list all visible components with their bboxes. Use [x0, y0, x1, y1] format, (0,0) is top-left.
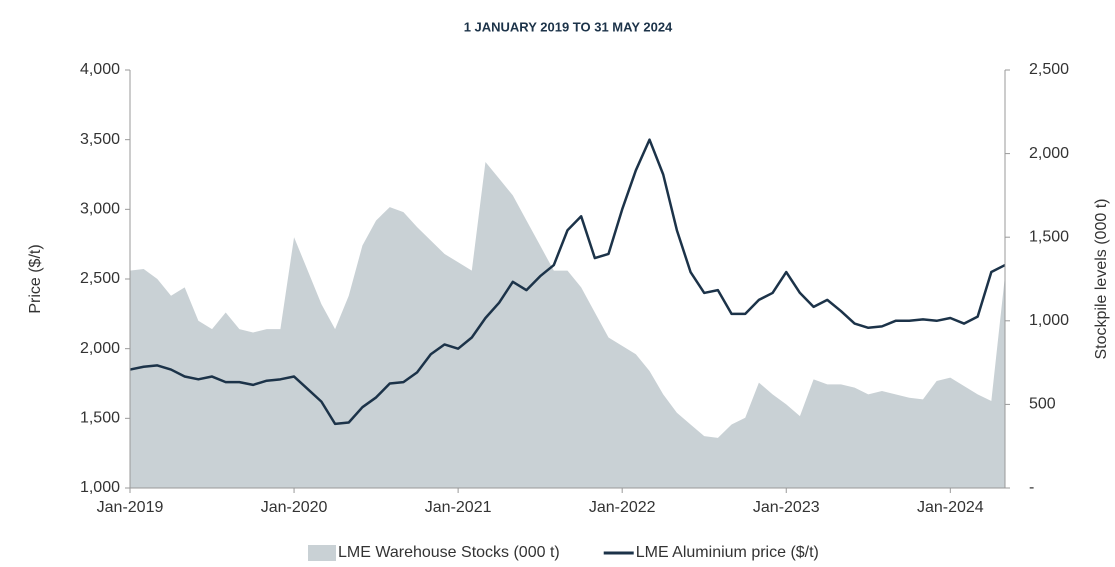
y-tick-label: 2,000 [80, 340, 120, 357]
x-tick-label: Jan-2020 [261, 499, 328, 516]
price-line [129, 138, 1006, 426]
legend-label: LME Aluminium price ($/t) [636, 544, 819, 561]
y-tick-label: 4,000 [80, 61, 120, 78]
y-tick-label: 3,500 [80, 131, 120, 148]
x-tick-label: Jan-2019 [97, 499, 164, 516]
y2-tick-label: - [1029, 479, 1034, 496]
y2-axis-label: Stockpile levels (000 t) [1093, 199, 1110, 360]
y-axis-label: Price ($/t) [27, 244, 44, 313]
legend-label: LME Warehouse Stocks (000 t) [338, 544, 560, 561]
chart-title: 1 JANUARY 2019 TO 31 MAY 2024 [464, 19, 673, 34]
x-tick-label: Jan-2024 [917, 499, 984, 516]
y-tick-label: 1,000 [80, 479, 120, 496]
legend-swatch [308, 545, 336, 561]
y-tick-label: 1,500 [80, 410, 120, 427]
y2-tick-label: 500 [1029, 396, 1056, 413]
y2-tick-label: 1,500 [1029, 228, 1069, 245]
y-tick-label: 3,000 [80, 201, 120, 218]
x-tick-label: Jan-2023 [753, 499, 820, 516]
y2-tick-label: 2,500 [1029, 61, 1069, 78]
x-tick-label: Jan-2021 [425, 499, 492, 516]
y2-tick-label: 2,000 [1029, 145, 1069, 162]
y2-tick-label: 1,000 [1029, 312, 1069, 329]
y-tick-label: 2,500 [80, 270, 120, 287]
stock-area [130, 161, 1005, 488]
x-tick-label: Jan-2022 [589, 499, 656, 516]
